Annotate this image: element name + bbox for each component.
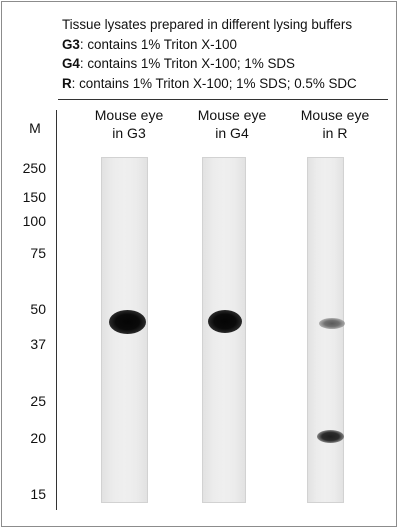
lane-label-line: Mouse eye — [94, 107, 164, 123]
lane-label-line: in G3 — [112, 125, 146, 141]
lane-label-g4: Mouse eye in G4 — [182, 106, 282, 142]
marker-label-75: 75 — [30, 245, 46, 261]
protein-band — [109, 310, 146, 334]
lane-label-line: in G4 — [215, 125, 249, 141]
protein-band — [208, 310, 242, 333]
marker-label-15: 15 — [30, 486, 46, 502]
blot-lane-r — [307, 157, 345, 503]
marker-label-37: 37 — [30, 336, 46, 352]
lane-label-line: Mouse eye — [197, 107, 267, 123]
legend-description: : contains 1% Triton X-100; 1% SDS — [79, 56, 295, 72]
protein-band — [317, 430, 344, 443]
legend-description: : contains 1% Triton X-100 — [79, 36, 237, 52]
lane-label-g3: Mouse eye in G3 — [79, 106, 179, 142]
legend-code: G4 — [62, 56, 80, 72]
legend-code: R — [62, 75, 72, 91]
legend-code: G3 — [62, 36, 80, 52]
legend-item-r: R: contains 1% Triton X-100; 1% SDS; 0.5… — [62, 74, 392, 94]
header-divider — [58, 99, 388, 100]
lane-label-line: in R — [322, 125, 348, 141]
marker-label-100: 100 — [22, 213, 46, 229]
marker-label-20: 20 — [30, 430, 46, 446]
blot-lane-g4 — [202, 157, 246, 503]
marker-label-50: 50 — [30, 301, 46, 317]
legend-item-g3: G3: contains 1% Triton X-100 — [62, 35, 392, 55]
marker-axis-line — [56, 110, 57, 510]
marker-label-250: 250 — [22, 160, 46, 176]
marker-label-25: 25 — [30, 393, 46, 409]
lane-label-line: Mouse eye — [300, 107, 370, 123]
lane-label-r: Mouse eye in R — [285, 106, 385, 142]
protein-band — [319, 318, 345, 329]
marker-column-header: M — [29, 120, 41, 136]
legend-title: Tissue lysates prepared in different lys… — [62, 17, 353, 32]
marker-label-150: 150 — [22, 189, 46, 205]
blot-lane-g3 — [101, 157, 148, 503]
legend-item-g4: G4: contains 1% Triton X-100; 1% SDS — [62, 54, 392, 74]
buffer-legend: Tissue lysates prepared in different lys… — [62, 15, 392, 93]
legend-description: : contains 1% Triton X-100; 1% SDS; 0.5%… — [71, 75, 357, 91]
